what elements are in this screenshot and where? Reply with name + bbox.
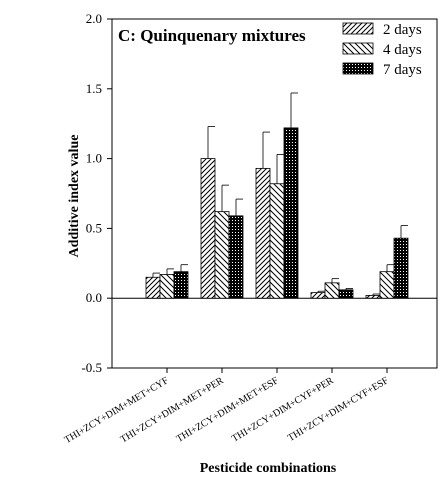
bar	[200, 158, 216, 299]
bar	[269, 183, 285, 299]
legend-label: 4 days	[383, 42, 422, 58]
plot-frame	[111, 18, 438, 369]
bar	[145, 276, 161, 299]
y-tick-label: 0.0	[86, 290, 102, 305]
bar	[379, 271, 395, 299]
plot-area: -0.50.00.51.01.52.0THI+ZCY+DIM+MET+CYFTH…	[63, 11, 438, 446]
y-tick-label: 2.0	[86, 11, 102, 26]
bar	[214, 211, 230, 299]
category-label: THI+ZCY+DIM+MET+ESF	[175, 375, 281, 445]
category-label: THI+ZCY+DIM+CYF+PER	[230, 375, 336, 445]
y-tick-label: 1.5	[86, 81, 102, 96]
bar	[393, 237, 409, 299]
legend: 2 days 4 days 7 days	[342, 22, 422, 78]
bar	[338, 289, 354, 299]
bar	[173, 271, 189, 299]
category-label: THI+ZCY+DIM+CYF+ESF	[286, 375, 391, 444]
y-tick-label: 1.0	[86, 151, 102, 166]
bar	[228, 215, 244, 299]
x-axis-title: Pesticide combinations	[200, 461, 337, 476]
bar	[255, 167, 271, 299]
category-label: THI+ZCY+DIM+MET+PER	[119, 375, 226, 445]
legend-swatch	[342, 42, 374, 55]
category-label: THI+ZCY+DIM+MET+CYF	[63, 375, 171, 446]
bar	[310, 292, 326, 299]
chart-title: C: Quinquenary mixtures	[118, 26, 306, 45]
bar	[283, 127, 299, 299]
legend-swatch	[342, 22, 374, 35]
legend-swatch	[342, 62, 374, 75]
bar	[324, 282, 340, 299]
y-axis-title: Additive index value	[67, 135, 82, 258]
y-tick-label: 0.5	[86, 220, 102, 235]
bar	[159, 274, 175, 299]
y-tick-label: -0.5	[81, 360, 102, 375]
bar	[365, 295, 381, 299]
legend-label: 7 days	[383, 62, 422, 78]
legend-label: 2 days	[383, 22, 422, 38]
